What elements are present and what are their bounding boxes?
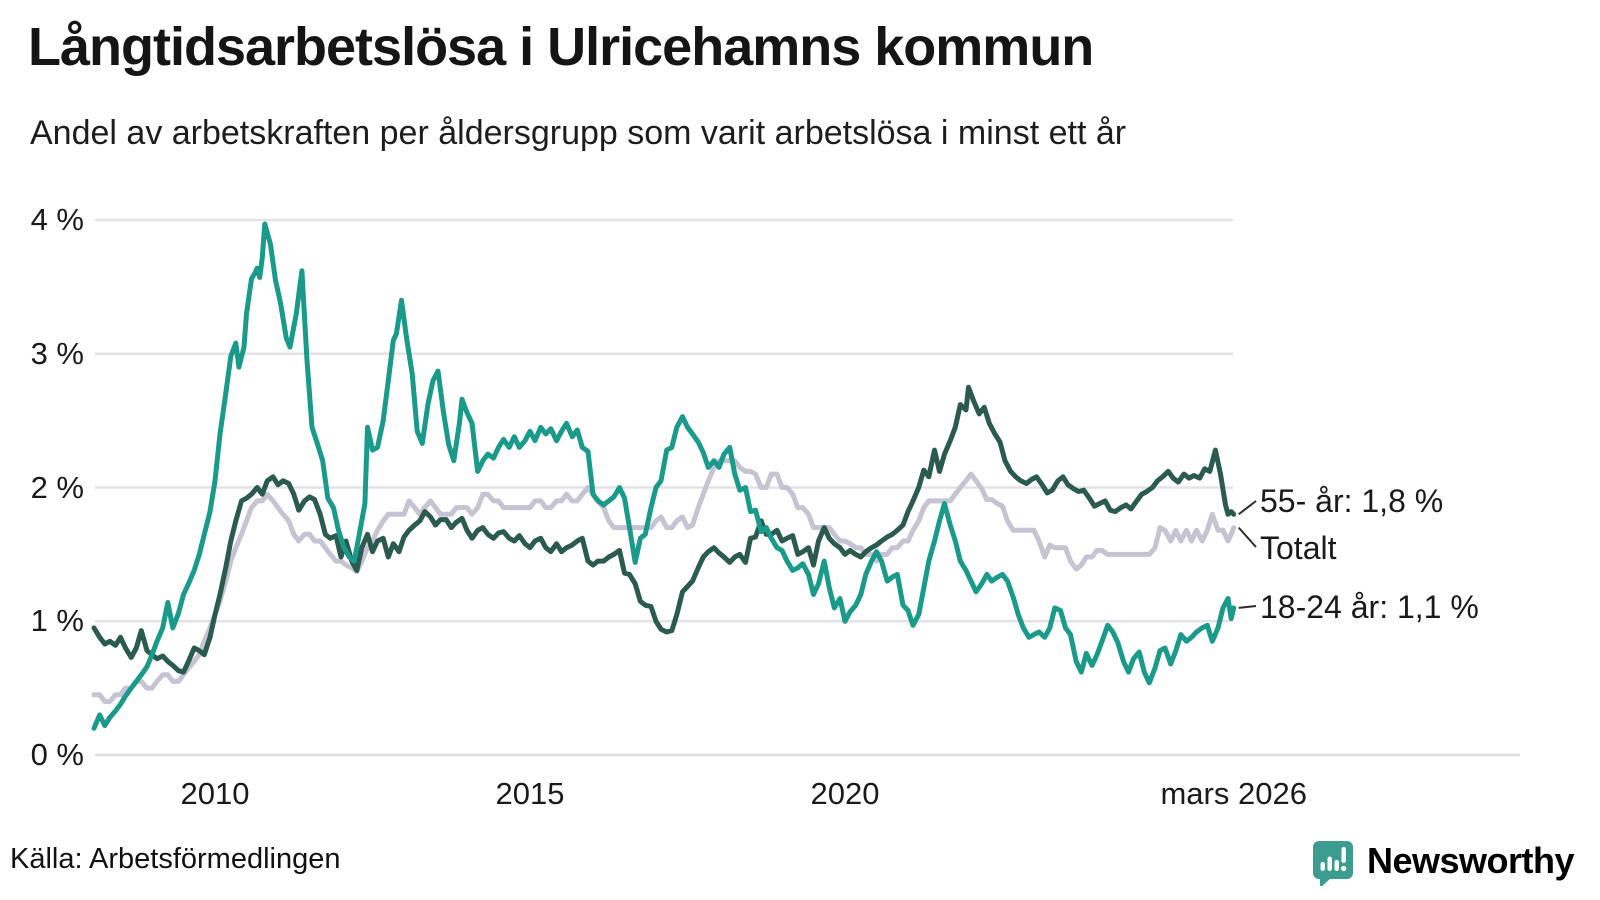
series-line-55-r (91, 384, 1237, 675)
series-end-label-18-24-ar: 18-24 år: 1,1 % (1260, 589, 1479, 625)
series-line-totalt (91, 458, 1237, 704)
series-end-label-totalt: Totalt (1260, 530, 1337, 566)
y-tick-label: 3 % (30, 335, 84, 371)
y-tick-label: 2 % (30, 469, 84, 505)
x-tick-label: 2010 (180, 776, 250, 811)
end-label-connector (1238, 500, 1257, 516)
page-title: Långtidsarbetslösa i Ulricehamns kommun (28, 17, 1094, 77)
y-tick-label: 1 % (30, 603, 84, 639)
chart-canvas (91, 218, 1520, 757)
chart-subtitle: Andel av arbetskraften per åldersgrupp s… (30, 114, 1127, 152)
y-tick-label: 0 % (30, 737, 84, 772)
x-tick-label: 2015 (495, 776, 565, 811)
y-tick-label: 4 % (30, 202, 84, 237)
x-tick-label: mars 2026 (1160, 776, 1307, 811)
source-attribution: Källa: Arbetsförmedlingen (10, 843, 341, 875)
series-line-18-24-r (91, 221, 1237, 731)
newsworthy-wordmark: Newsworthy (1366, 840, 1575, 881)
newsworthy-branding: Newsworthy (1307, 836, 1575, 886)
newsworthy-logo-icon (1312, 841, 1353, 886)
series-end-label-55-ar: 55- år: 1,8 % (1260, 483, 1444, 519)
end-label-connector (1237, 526, 1257, 548)
end-label-connector (1238, 605, 1257, 609)
x-tick-label: 2020 (810, 776, 880, 811)
